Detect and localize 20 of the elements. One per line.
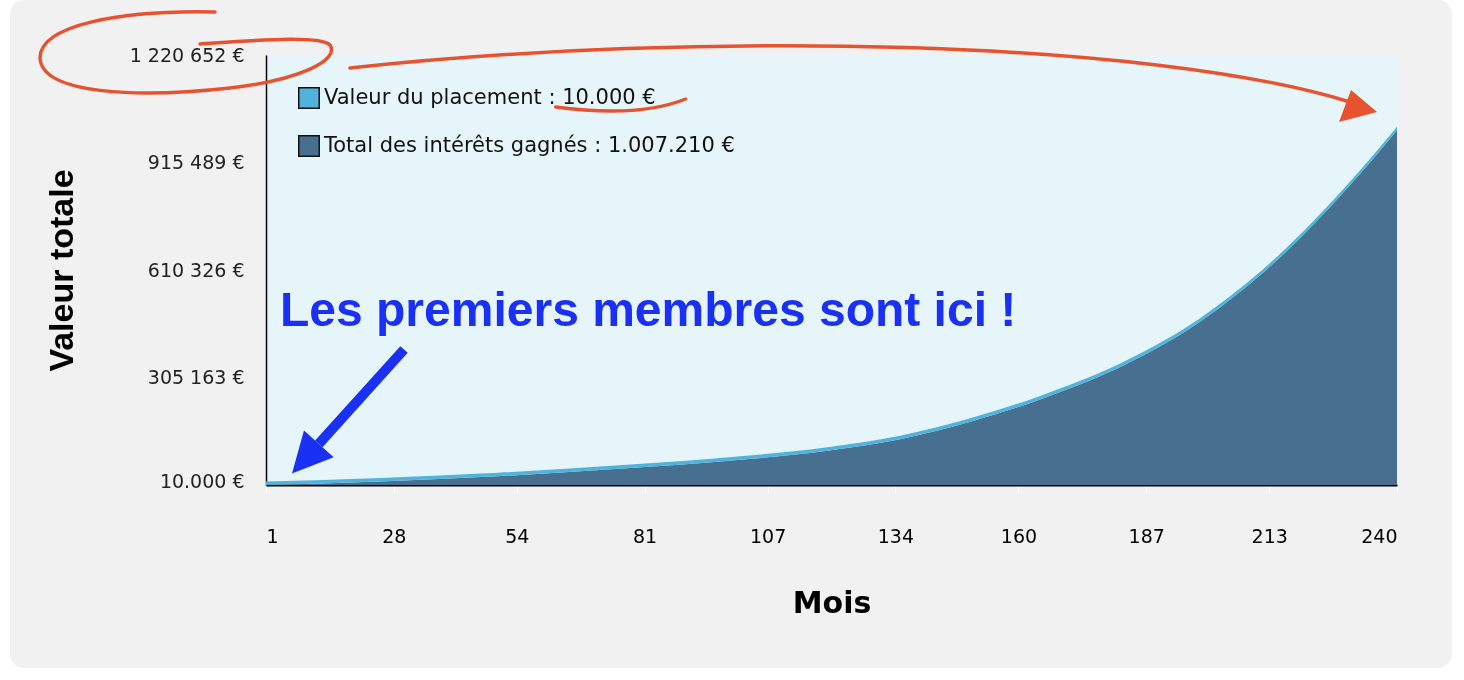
x-tick-label: 187: [1128, 524, 1165, 547]
y-axis-title: Valeur totale: [41, 169, 80, 372]
x-tick-label: 81: [632, 524, 658, 547]
x-tick-label: 28: [382, 524, 407, 547]
y-tick-label: 610 326 €: [147, 258, 245, 281]
x-tick-label: 213: [1251, 524, 1288, 547]
x-tick-label: 160: [1000, 524, 1038, 547]
y-tick-label: 1 220 652 €: [129, 43, 245, 66]
y-tick-label: 305 163 €: [147, 366, 245, 388]
x-tick-label: 1: [266, 524, 279, 547]
annotation: Les premiers membres sont ici !: [280, 283, 1017, 336]
legend-label: Valeur du placement : 10.000 €: [324, 85, 656, 109]
legend-label: Total des intérêts gagnés : 1.007.210 €: [323, 133, 735, 157]
x-axis-title: Mois: [792, 584, 872, 620]
x-tick-label: 240: [1361, 524, 1398, 547]
x-tick-label: 54: [505, 524, 530, 547]
y-tick-label: 10.000 €: [159, 469, 245, 492]
x-tick-label: 134: [877, 524, 915, 547]
y-tick-label: 915 489 €: [147, 151, 245, 173]
x-tick-label: 107: [749, 524, 787, 547]
